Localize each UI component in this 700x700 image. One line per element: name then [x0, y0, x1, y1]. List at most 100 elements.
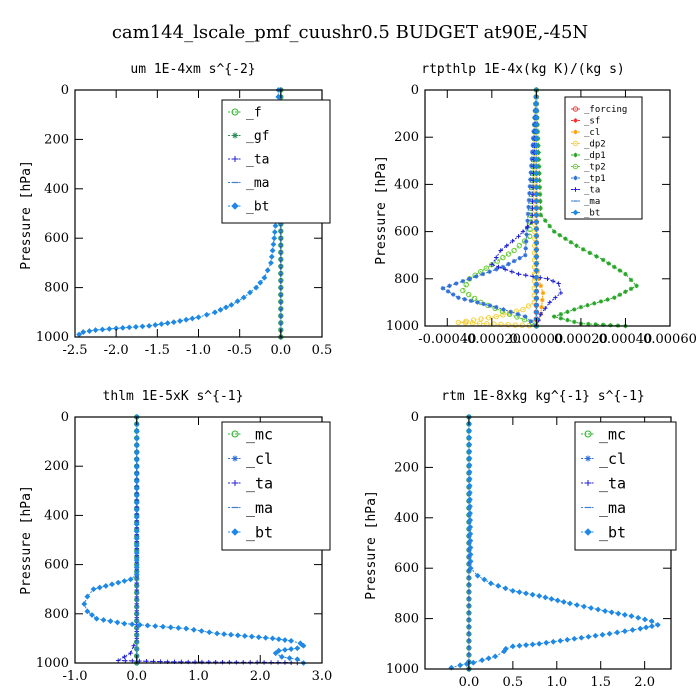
data-point [268, 253, 275, 260]
data-point [213, 659, 218, 665]
data-point [262, 634, 269, 641]
data-point [602, 608, 609, 614]
data-point [538, 212, 544, 218]
data-point [545, 276, 550, 281]
data-point [474, 274, 479, 279]
data-point [114, 619, 121, 626]
data-point [608, 609, 615, 616]
data-point [456, 295, 461, 300]
data-point [275, 647, 282, 654]
x-tick-label: 0.00000 [509, 332, 563, 347]
legend-marker [573, 152, 578, 158]
data-point [126, 324, 133, 331]
data-point [127, 576, 134, 583]
data-point [533, 225, 540, 232]
data-point [617, 268, 623, 273]
data-point [592, 301, 597, 306]
y-tick-label: 0 [411, 410, 419, 425]
data-point [133, 478, 140, 485]
data-point [84, 608, 91, 615]
series-bt [448, 414, 661, 671]
x-tick-label: 0.0 [270, 343, 291, 358]
legend-marker [232, 480, 238, 486]
data-point [593, 322, 598, 327]
legend-box [221, 99, 331, 224]
data-point [554, 597, 561, 604]
panel-rtpthlp: rtpthlp 1E-4x(kg K)/(kg s) Pressure [hPa… [374, 62, 697, 347]
data-point [533, 302, 540, 309]
y-tick-label: 200 [44, 459, 69, 474]
data-point [487, 269, 492, 274]
series-bt [533, 87, 540, 329]
x-tick-label: 0.0 [126, 669, 147, 684]
data-point [254, 660, 260, 665]
data-point [502, 585, 509, 592]
legend-marker [572, 209, 579, 216]
data-point [516, 589, 523, 596]
data-point [133, 514, 140, 521]
legend-marker [585, 455, 591, 462]
data-point [469, 320, 476, 326]
panel-title: rtm 1E-8xkg kg^{-1} s^{-1} [441, 389, 645, 404]
data-point [270, 241, 277, 248]
data-point [537, 192, 543, 197]
data-point [529, 163, 534, 168]
legend-box [574, 421, 677, 551]
panel-title: um 1E-4xm s^{-2} [130, 62, 255, 77]
data-point [525, 303, 532, 309]
panel-um: um 1E-4xm s^{-2} Pressure [hPa] 0 200 400 6… [19, 62, 332, 358]
data-point [234, 632, 241, 639]
data-point [520, 306, 526, 313]
data-point [510, 238, 515, 244]
data-point [133, 492, 140, 499]
data-point [177, 318, 183, 324]
data-point [574, 602, 580, 608]
legend-label: _bt [246, 523, 273, 541]
data-point [478, 316, 484, 322]
series-line [78, 89, 279, 335]
data-point [133, 535, 140, 542]
data-point [595, 606, 601, 613]
data-point [578, 634, 585, 641]
data-point [133, 528, 140, 535]
y-axis-label: Pressure [hPa] [19, 160, 34, 270]
data-point [467, 537, 474, 544]
data-point [536, 640, 543, 647]
data-point [533, 295, 540, 302]
panel-title: rtpthlp 1E-4x(kg K)/(kg s) [421, 62, 625, 77]
data-point [272, 222, 279, 229]
data-point [133, 485, 140, 492]
data-point [516, 234, 521, 239]
y-tick-label: 1000 [386, 319, 419, 334]
data-point [500, 264, 506, 270]
data-point [526, 233, 533, 240]
data-point [248, 660, 253, 665]
data-point [526, 204, 531, 210]
data-point [539, 304, 544, 310]
data-point [572, 307, 577, 312]
x-tick-label: 1.0 [188, 669, 209, 684]
data-point [467, 565, 474, 572]
data-point [272, 650, 279, 657]
y-tick-label: 400 [44, 182, 69, 197]
data-point [470, 317, 477, 323]
data-point [109, 581, 115, 588]
data-point [455, 319, 462, 326]
data-point [537, 171, 542, 176]
data-point [606, 261, 611, 266]
data-point [533, 212, 540, 218]
data-point [558, 316, 564, 321]
legend-label: _forcing [584, 105, 627, 115]
data-point [214, 630, 220, 637]
legend-marker [573, 129, 578, 135]
data-point [533, 218, 540, 225]
x-tick-label: 0.5 [503, 675, 524, 690]
data-point [538, 312, 544, 317]
data-point [649, 623, 655, 630]
data-point [523, 590, 529, 597]
data-point [467, 503, 473, 510]
data-point [525, 211, 531, 217]
data-point [133, 442, 140, 449]
data-point [637, 625, 644, 632]
data-point [472, 295, 478, 302]
